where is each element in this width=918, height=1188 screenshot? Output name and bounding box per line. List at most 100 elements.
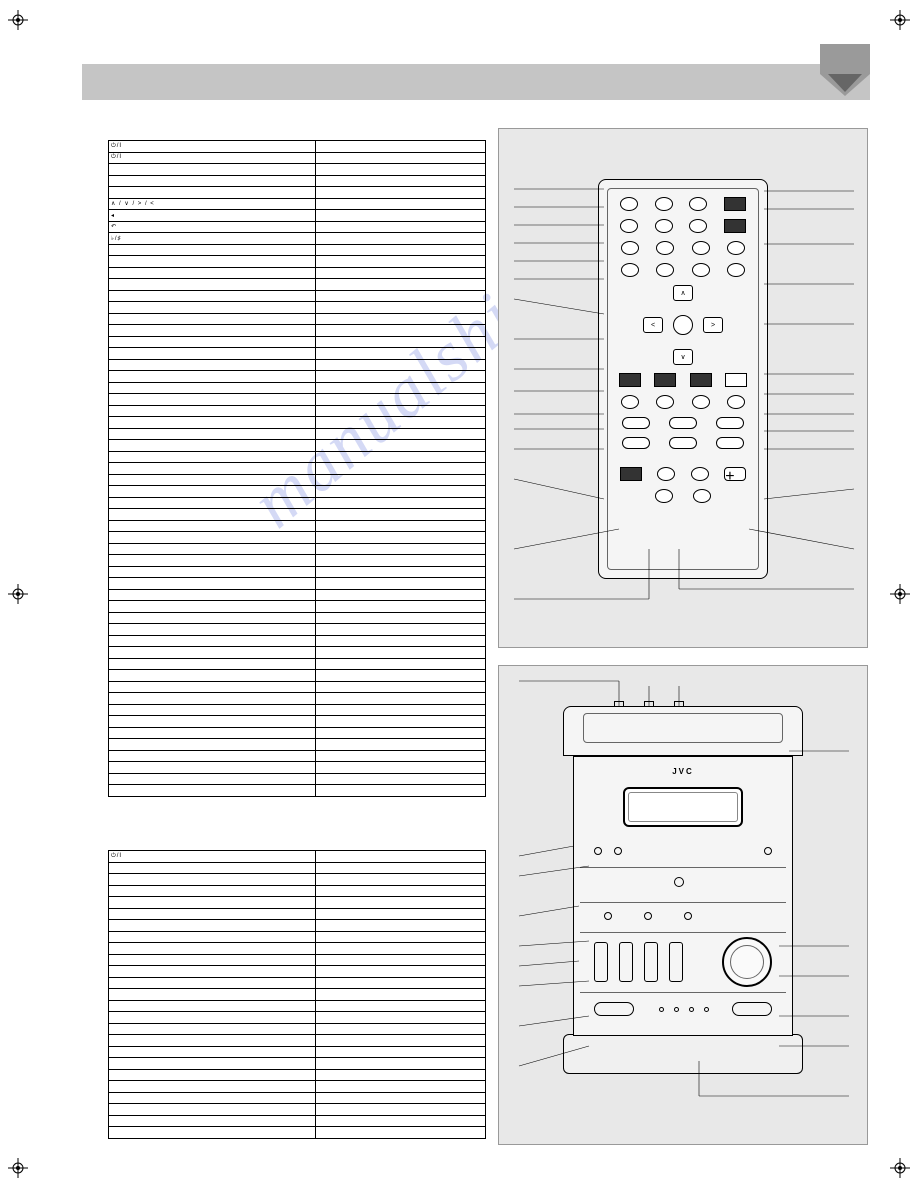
table-cell: ⏻/I bbox=[109, 152, 316, 164]
btn-c bbox=[684, 912, 692, 920]
table-cell bbox=[316, 543, 486, 555]
table-row bbox=[109, 509, 486, 521]
table-cell bbox=[109, 486, 316, 498]
table-cell bbox=[316, 348, 486, 360]
table-cell bbox=[316, 233, 486, 245]
table-cell bbox=[109, 1000, 316, 1012]
table-row bbox=[109, 647, 486, 659]
table-row bbox=[109, 566, 486, 578]
table-row bbox=[109, 428, 486, 440]
table-cell bbox=[109, 1058, 316, 1070]
table-cell bbox=[109, 908, 316, 920]
table-cell bbox=[316, 1081, 486, 1093]
table-row bbox=[109, 704, 486, 716]
table-row bbox=[109, 897, 486, 909]
table-cell bbox=[316, 885, 486, 897]
table-row bbox=[109, 943, 486, 955]
dpad-down-button: ∨ bbox=[673, 349, 693, 365]
table-cell bbox=[316, 612, 486, 624]
table-row bbox=[109, 520, 486, 532]
table-cell bbox=[316, 497, 486, 509]
table-row bbox=[109, 474, 486, 486]
table-row bbox=[109, 750, 486, 762]
table-cell bbox=[316, 336, 486, 348]
table-row bbox=[109, 954, 486, 966]
table-cell bbox=[109, 336, 316, 348]
table-row: ⏻/I bbox=[109, 141, 486, 153]
table-row bbox=[109, 394, 486, 406]
table-row bbox=[109, 681, 486, 693]
reg-mark-tl bbox=[8, 10, 28, 30]
table-cell bbox=[109, 750, 316, 762]
table-cell bbox=[109, 1035, 316, 1047]
table-cell bbox=[316, 989, 486, 1001]
table-row bbox=[109, 989, 486, 1001]
table-row bbox=[109, 440, 486, 452]
indicator-3 bbox=[764, 847, 772, 855]
table-row bbox=[109, 1127, 486, 1139]
table-cell bbox=[316, 325, 486, 337]
table-cell bbox=[109, 681, 316, 693]
table-cell bbox=[109, 302, 316, 314]
table-row bbox=[109, 785, 486, 797]
table-cell bbox=[109, 1081, 316, 1093]
table-cell bbox=[316, 486, 486, 498]
table-cell bbox=[316, 670, 486, 682]
btn-a bbox=[604, 912, 612, 920]
table-cell bbox=[316, 152, 486, 164]
table-cell bbox=[109, 497, 316, 509]
table-cell bbox=[316, 382, 486, 394]
table-row bbox=[109, 1046, 486, 1058]
table-row bbox=[109, 325, 486, 337]
table-cell bbox=[109, 1012, 316, 1024]
table-row: ⏻/I bbox=[109, 851, 486, 863]
table-cell bbox=[109, 566, 316, 578]
table-row bbox=[109, 267, 486, 279]
table-cell: ⏻/I bbox=[109, 141, 316, 153]
table-row: ↶ bbox=[109, 221, 486, 233]
table-cell bbox=[316, 1023, 486, 1035]
table-cell bbox=[316, 1104, 486, 1116]
table-cell bbox=[316, 1115, 486, 1127]
table-row bbox=[109, 279, 486, 291]
table-row bbox=[109, 716, 486, 728]
table-cell bbox=[109, 428, 316, 440]
table-cell bbox=[109, 256, 316, 268]
remote-body: ∧ ∨ < > + bbox=[598, 179, 768, 579]
table-cell bbox=[109, 647, 316, 659]
table-cell bbox=[109, 589, 316, 601]
table-cell bbox=[316, 1000, 486, 1012]
table-row bbox=[109, 555, 486, 567]
table-row bbox=[109, 773, 486, 785]
table-cell bbox=[316, 141, 486, 153]
table-row bbox=[109, 417, 486, 429]
dpad-left-button: < bbox=[643, 317, 663, 333]
table-cell bbox=[316, 164, 486, 176]
table-cell bbox=[109, 348, 316, 360]
table-cell bbox=[316, 210, 486, 222]
table-cell bbox=[109, 954, 316, 966]
table-cell bbox=[109, 897, 316, 909]
dpad-center-button bbox=[673, 315, 693, 335]
table-cell bbox=[316, 1046, 486, 1058]
table-cell bbox=[316, 440, 486, 452]
table-cell bbox=[109, 658, 316, 670]
reg-mark-bl bbox=[8, 1158, 28, 1178]
table-cell bbox=[109, 451, 316, 463]
table-cell bbox=[109, 1023, 316, 1035]
brand-label: JVC bbox=[672, 767, 694, 776]
table-cell bbox=[316, 750, 486, 762]
table-cell bbox=[109, 267, 316, 279]
table-row bbox=[109, 1058, 486, 1070]
table-cell bbox=[316, 966, 486, 978]
table-cell bbox=[109, 325, 316, 337]
table-cell bbox=[109, 555, 316, 567]
unit-mid: JVC bbox=[573, 756, 793, 1036]
table-row bbox=[109, 175, 486, 187]
table-row bbox=[109, 256, 486, 268]
dpad-right-button: > bbox=[703, 317, 723, 333]
table-cell bbox=[109, 989, 316, 1001]
table-row bbox=[109, 635, 486, 647]
table-row bbox=[109, 348, 486, 360]
table-cell bbox=[316, 1092, 486, 1104]
